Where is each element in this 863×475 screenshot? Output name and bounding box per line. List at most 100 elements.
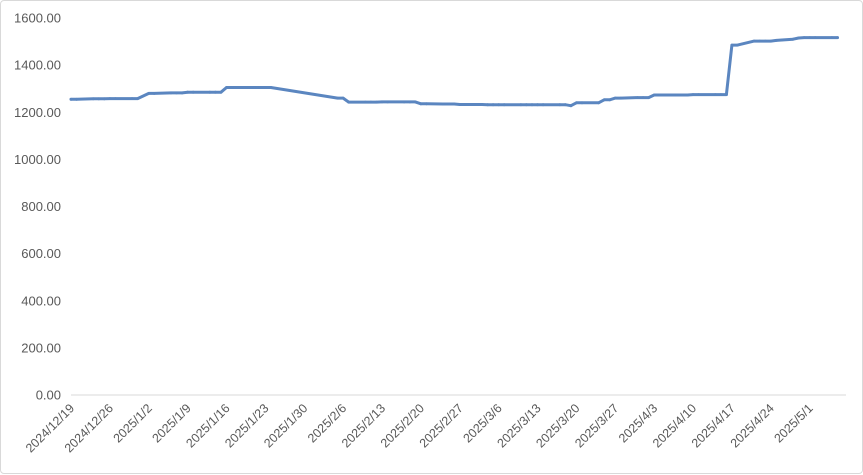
data-point-66 bbox=[647, 96, 650, 99]
y-axis: 0.00 200.00 400.00 600.00 800.00 1000.00 1200.… bbox=[14, 11, 61, 403]
y-tick-label-2: 400.00 bbox=[21, 293, 61, 308]
data-point-12 bbox=[175, 91, 178, 95]
data-point-51 bbox=[530, 103, 534, 107]
data-point-57 bbox=[575, 101, 578, 105]
data-point-14 bbox=[186, 90, 190, 94]
data-point-35 bbox=[408, 100, 412, 104]
data-point-86 bbox=[802, 36, 806, 39]
data-point-46 bbox=[491, 103, 495, 107]
data-point-60 bbox=[602, 98, 606, 102]
x-tick-label-19: 2025/5/1 bbox=[771, 401, 815, 445]
data-point-72 bbox=[691, 93, 695, 96]
data-point-1 bbox=[75, 97, 78, 101]
data-point-8 bbox=[136, 97, 140, 100]
data-point-38 bbox=[425, 102, 428, 106]
data-point-87 bbox=[808, 36, 812, 39]
series-area bbox=[69, 36, 839, 108]
data-point-70 bbox=[680, 93, 684, 97]
data-point-30 bbox=[369, 100, 373, 104]
data-point-79 bbox=[752, 39, 756, 43]
data-point-20 bbox=[230, 86, 234, 89]
data-point-6 bbox=[114, 97, 117, 100]
data-point-44 bbox=[480, 103, 484, 106]
data-point-47 bbox=[497, 103, 501, 107]
data-point-23 bbox=[258, 86, 262, 89]
data-point-19 bbox=[225, 86, 228, 89]
data-point-61 bbox=[608, 98, 612, 102]
data-point-84 bbox=[791, 37, 795, 41]
data-point-5 bbox=[108, 97, 112, 100]
data-point-40 bbox=[447, 102, 451, 106]
data-point-0 bbox=[69, 97, 73, 101]
data-point-71 bbox=[686, 93, 689, 97]
data-point-4 bbox=[102, 97, 106, 101]
data-point-90 bbox=[836, 36, 839, 39]
data-point-65 bbox=[641, 96, 645, 99]
data-point-41 bbox=[452, 102, 456, 106]
data-point-2 bbox=[91, 97, 95, 101]
data-point-42 bbox=[458, 103, 462, 106]
data-point-81 bbox=[763, 39, 767, 43]
y-tick-label-3: 600.00 bbox=[21, 246, 61, 261]
data-point-83 bbox=[775, 39, 778, 42]
data-point-9 bbox=[147, 92, 151, 95]
data-point-28 bbox=[347, 100, 351, 104]
data-point-67 bbox=[652, 93, 656, 97]
data-point-49 bbox=[519, 103, 523, 107]
data-point-69 bbox=[675, 93, 678, 97]
data-point-33 bbox=[386, 100, 389, 104]
data-point-63 bbox=[619, 96, 623, 100]
data-point-56 bbox=[569, 104, 573, 108]
data-point-10 bbox=[152, 92, 156, 95]
data-point-11 bbox=[169, 91, 173, 95]
data-point-24 bbox=[264, 86, 267, 89]
data-point-64 bbox=[636, 96, 639, 99]
data-point-43 bbox=[463, 103, 467, 106]
y-tick-label-6: 1200.00 bbox=[14, 105, 61, 120]
data-point-82 bbox=[769, 39, 773, 43]
data-point-34 bbox=[402, 100, 406, 104]
data-point-85 bbox=[797, 36, 800, 40]
data-point-80 bbox=[758, 39, 762, 43]
data-point-13 bbox=[180, 91, 184, 95]
y-tick-label-5: 1000.00 bbox=[14, 152, 61, 167]
data-point-3 bbox=[97, 97, 101, 101]
data-point-68 bbox=[658, 93, 662, 97]
data-point-7 bbox=[130, 97, 134, 100]
data-point-89 bbox=[830, 36, 834, 39]
data-point-88 bbox=[813, 36, 817, 39]
data-point-29 bbox=[364, 100, 367, 104]
y-tick-label-1: 200.00 bbox=[21, 340, 61, 355]
data-point-78 bbox=[736, 43, 739, 47]
data-point-45 bbox=[486, 103, 489, 107]
data-point-27 bbox=[341, 96, 345, 100]
y-tick-label-0: 0.00 bbox=[36, 388, 61, 403]
data-point-32 bbox=[380, 100, 384, 104]
data-point-59 bbox=[597, 101, 600, 105]
y-tick-label-8: 1600.00 bbox=[14, 11, 61, 26]
data-point-76 bbox=[725, 93, 728, 96]
data-point-48 bbox=[502, 103, 506, 107]
data-point-18 bbox=[219, 90, 223, 94]
data-point-77 bbox=[730, 43, 734, 47]
data-point-22 bbox=[252, 86, 256, 89]
data-point-25 bbox=[269, 86, 273, 89]
data-point-50 bbox=[525, 103, 528, 107]
data-point-73 bbox=[697, 93, 700, 96]
data-point-26 bbox=[336, 96, 339, 100]
series-line-0 bbox=[69, 36, 839, 108]
data-point-16 bbox=[208, 90, 212, 94]
data-point-37 bbox=[419, 102, 423, 106]
data-point-31 bbox=[375, 100, 378, 104]
data-point-15 bbox=[191, 90, 195, 94]
data-point-58 bbox=[580, 101, 584, 105]
data-point-52 bbox=[536, 103, 539, 107]
data-point-53 bbox=[541, 103, 545, 107]
data-point-74 bbox=[713, 93, 717, 96]
data-point-17 bbox=[214, 90, 217, 94]
y-tick-label-7: 1400.00 bbox=[14, 58, 61, 73]
data-point-54 bbox=[558, 103, 562, 107]
x-tick-label-2: 2025/1/2 bbox=[111, 401, 155, 445]
